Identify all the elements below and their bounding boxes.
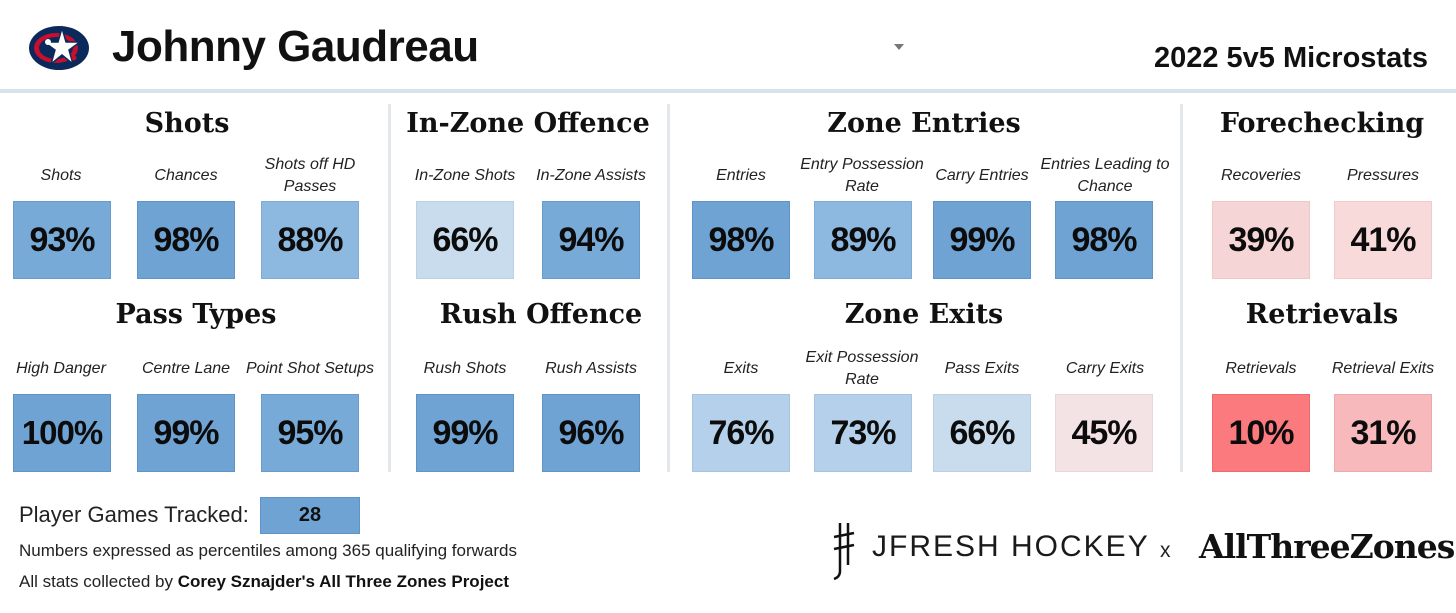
stat-label: Rush Shots [423,360,507,377]
season-title: 2022 5v5 Microstats [1153,42,1428,74]
stat-tile: 99% [416,394,514,472]
section-title-rush-offence: Rush Offence [439,299,643,330]
percentile-note: Numbers expressed as percentiles among 3… [19,541,517,560]
allthreezones-brand: AllThreeZones [1199,527,1455,566]
stat-label: Pressures [1346,167,1420,184]
section-title-pass-types: Pass Types [115,299,277,330]
section-title-forechecking: Forechecking [1219,108,1425,139]
stat-tile: 45% [1055,394,1153,472]
brand-separator: x [1160,539,1171,562]
stat-label: Entries [716,167,766,184]
stat-tile: 73% [814,394,912,472]
stat-tile: 94% [542,201,640,279]
section-title-zone-entries: Zone Entries [827,108,1021,139]
stat-tile: 88% [261,201,359,279]
stat-label: Shots off HD Passes [264,156,356,195]
stat-tile: 99% [933,201,1031,279]
column-divider [388,104,391,472]
stat-label: In-Zone Shots [414,167,516,184]
stat-tile: 98% [692,201,790,279]
stat-label: Carry Exits [1065,360,1145,377]
team-logo [26,20,92,76]
stat-label: Pass Exits [944,360,1020,377]
jfresh-hockey-brand: JFRESH HOCKEY [872,530,1150,563]
stat-tile: 99% [137,394,235,472]
stat-label: Exits [723,360,759,377]
column-divider [667,104,670,472]
stat-label: Entry Possession Rate [800,156,924,195]
column-divider [1180,104,1183,472]
stat-tile: 89% [814,201,912,279]
stat-tile: 100% [13,394,111,472]
stat-label: Retrievals [1225,360,1297,377]
stat-tile: 10% [1212,394,1310,472]
stat-label: Entries Leading to Chance [1040,156,1170,195]
jfresh-logo-icon [826,519,860,581]
stat-tile: 66% [933,394,1031,472]
stat-tile: 76% [692,394,790,472]
stat-label: Point Shot Setups [245,360,375,377]
source-note-project: Corey Sznajder's All Three Zones Project [177,572,509,591]
stat-label: Retrieval Exits [1331,360,1435,377]
source-note: All stats collected by Corey Sznajder's … [19,572,509,592]
chevron-down-icon[interactable] [894,44,904,50]
section-title-inzone-offence: In-Zone Offence [406,108,650,139]
stat-label: In-Zone Assists [536,167,646,184]
source-note-prefix: All stats collected by [19,572,178,591]
stat-label: Exit Possession Rate [805,349,919,388]
stat-label: Recoveries [1220,167,1302,184]
section-title-zone-exits: Zone Exits [844,299,1004,330]
stat-tile: 96% [542,394,640,472]
stat-label: Centre Lane [141,360,231,377]
section-title-shots: Shots [144,108,230,139]
stat-label: High Danger [16,360,106,377]
stat-tile: 66% [416,201,514,279]
stat-label: Shots [40,167,82,184]
stat-tile: 41% [1334,201,1432,279]
header-divider [0,89,1456,93]
stat-tile: 31% [1334,394,1432,472]
stat-tile: 93% [13,201,111,279]
player-name: Johnny Gaudreau [112,22,479,71]
stat-tile: 98% [1055,201,1153,279]
stat-label: Chances [154,167,218,184]
stat-tile: 95% [261,394,359,472]
stat-label: Carry Entries [935,167,1029,184]
stat-tile: 98% [137,201,235,279]
section-title-retrievals: Retrievals [1245,299,1399,330]
stat-label: Rush Assists [545,360,637,377]
games-tracked-value: 28 [260,497,360,534]
games-tracked-label: Player Games Tracked: [19,502,249,527]
stat-tile: 39% [1212,201,1310,279]
